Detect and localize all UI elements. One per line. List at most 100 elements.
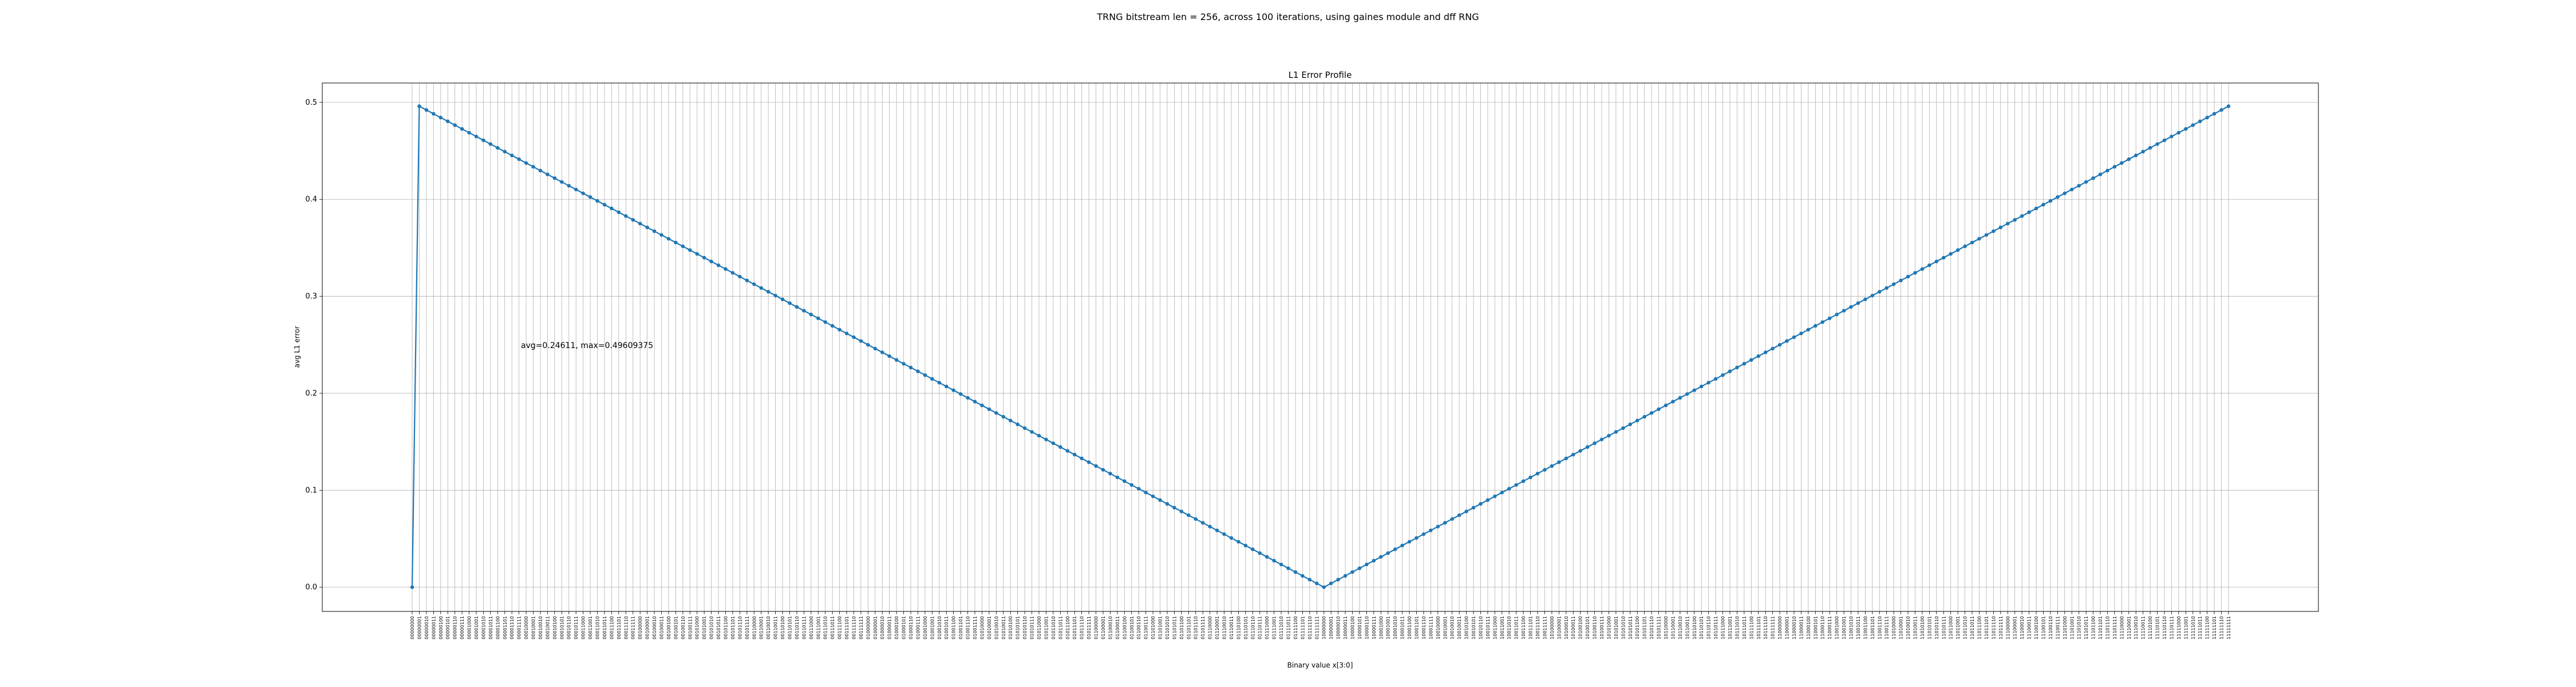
data-point <box>1906 274 1910 279</box>
x-tick-label: 01001000 <box>923 616 928 639</box>
x-tick-label: 11100001 <box>2013 616 2018 639</box>
x-tick-label: 10101001 <box>1614 616 1619 639</box>
data-point <box>2013 218 2017 222</box>
x-tick-label: 00100011 <box>659 616 665 639</box>
x-tick-label: 00110001 <box>759 616 764 639</box>
x-tick-label: 00111011 <box>830 616 835 639</box>
data-point <box>1129 483 1133 487</box>
data-point <box>1450 517 1454 521</box>
data-point <box>1236 540 1240 544</box>
data-point <box>766 290 771 294</box>
x-tick-label: 00000111 <box>460 616 465 639</box>
x-tick-label: 10011010 <box>1507 616 1512 639</box>
data-point <box>1080 456 1084 460</box>
x-tick-label: 01010011 <box>1001 616 1006 639</box>
data-point <box>795 305 799 309</box>
data-point <box>1030 430 1034 434</box>
x-tick-label: 01110100 <box>1236 616 1241 639</box>
data-point <box>1992 229 1996 233</box>
x-tick-label: 00101111 <box>745 616 750 639</box>
x-tick-label: 10010000 <box>1436 616 1441 639</box>
x-tick-label: 11110010 <box>2134 616 2139 639</box>
data-point <box>1500 491 1504 495</box>
x-tick-label: 01011001 <box>1044 616 1049 639</box>
data-point <box>1272 559 1276 563</box>
x-tick-label: 00010111 <box>574 616 579 639</box>
x-tick-label: 00011101 <box>617 616 622 639</box>
data-point <box>688 248 692 252</box>
data-point <box>1856 301 1860 305</box>
x-tick-label: 01010000 <box>979 616 985 639</box>
data-point <box>1700 384 1704 389</box>
x-tick-label: 00100001 <box>645 616 650 639</box>
x-tick-label: 01010111 <box>1030 616 1035 639</box>
x-tick-label: 00110100 <box>780 616 785 639</box>
data-point <box>752 282 756 286</box>
x-tick-label: 11001110 <box>1877 616 1882 639</box>
data-point <box>1365 562 1369 567</box>
x-tick-label: 01000101 <box>902 616 907 639</box>
data-point <box>2155 142 2159 146</box>
data-point <box>2184 127 2188 131</box>
data-point <box>1479 502 1483 506</box>
x-tick-label: 01101011 <box>1172 616 1177 639</box>
data-point <box>2098 172 2103 176</box>
data-point <box>1884 286 1888 290</box>
data-point <box>1571 452 1575 457</box>
data-point <box>1151 494 1155 499</box>
data-point <box>958 392 963 396</box>
x-tick-label: 01100100 <box>1122 616 1127 639</box>
data-point <box>1664 403 1668 408</box>
data-point <box>2091 176 2095 180</box>
x-tick-label: 01010010 <box>994 616 999 639</box>
data-point <box>1051 441 1056 445</box>
data-point <box>1963 244 1967 248</box>
data-point <box>1137 487 1141 491</box>
x-tick-label: 00010011 <box>545 616 550 639</box>
x-tick-label: 00100111 <box>688 616 693 639</box>
data-point <box>1357 566 1362 570</box>
data-point <box>1265 555 1269 559</box>
data-point <box>1621 426 1625 431</box>
x-tick-label: 11100110 <box>2048 616 2053 639</box>
x-tick-label: 11110000 <box>2119 616 2124 639</box>
x-tick-label: 00001001 <box>474 616 479 639</box>
figure-suptitle: TRNG bitstream len = 256, across 100 ite… <box>1096 11 1479 22</box>
x-tick-label: 11010111 <box>1941 616 1946 639</box>
data-point <box>496 146 500 150</box>
data-point <box>488 142 493 146</box>
x-tick-label: 11110100 <box>2148 616 2153 639</box>
data-point <box>1065 449 1069 453</box>
x-tick-label: 00000101 <box>445 616 451 639</box>
x-tick-label: 00001011 <box>488 616 493 639</box>
data-point <box>674 240 678 244</box>
data-point <box>2127 157 2131 161</box>
x-tick-label: 10011011 <box>1514 616 1519 639</box>
data-point <box>531 165 535 169</box>
x-tick-label: 01001011 <box>944 616 949 639</box>
data-point <box>894 358 899 362</box>
data-point <box>830 323 835 328</box>
data-point <box>1464 510 1468 514</box>
data-point <box>1415 536 1419 540</box>
x-tick-label: 01000010 <box>880 616 885 639</box>
data-point <box>695 252 699 256</box>
x-tick-label: 01100110 <box>1136 616 1141 639</box>
x-tick-label: 01000011 <box>887 616 892 639</box>
y-tick-label: 0.3 <box>305 293 317 301</box>
grid-lines <box>322 83 2318 611</box>
data-point <box>1094 464 1098 468</box>
data-point <box>1379 555 1383 559</box>
x-tick-label: 00010101 <box>559 616 564 639</box>
data-point <box>1507 487 1511 491</box>
data-point <box>524 161 528 165</box>
x-tick-label: 01010110 <box>1022 616 1028 639</box>
data-point <box>2048 199 2053 203</box>
data-point <box>1187 513 1191 518</box>
data-point <box>880 350 884 354</box>
y-tick-label: 0.5 <box>305 98 317 107</box>
x-tick-label: 00111000 <box>809 616 814 639</box>
x-tick-label: 01111001 <box>1272 616 1277 639</box>
data-point <box>1899 278 1903 283</box>
